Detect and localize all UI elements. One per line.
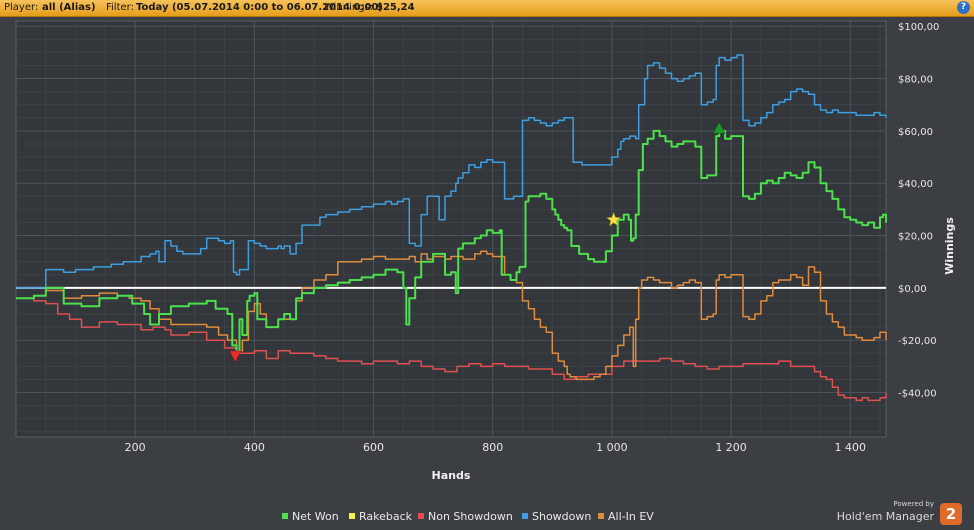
winnings-value: $25,24 bbox=[376, 2, 415, 13]
chart-legend: Net Won Rakeback Non Showdown Showdown All-I… bbox=[0, 510, 974, 524]
min-marker bbox=[228, 350, 242, 363]
legend-label: All-In EV bbox=[608, 510, 654, 523]
winnings-chart: 200 400 600 800 1 000 1 200 1 400 $100,00 $80,00… bbox=[15, 20, 956, 482]
legend-item[interactable]: Rakeback bbox=[349, 510, 412, 523]
filter-bar: Player: all (Alias) Filter: Today (05.07… bbox=[0, 0, 974, 17]
legend-swatch bbox=[349, 513, 355, 519]
hem2-logo-icon: 2 bbox=[940, 503, 962, 525]
x-tick-label: 600 bbox=[363, 441, 384, 454]
legend-item[interactable]: Non Showdown bbox=[418, 510, 513, 523]
y-tick-label: $0,00 bbox=[898, 284, 927, 295]
x-tick-label: 1 000 bbox=[596, 441, 628, 454]
series-line-all-in-ev bbox=[16, 250, 887, 381]
legend-swatch bbox=[522, 513, 528, 519]
y-tick-label: $20,00 bbox=[898, 232, 933, 243]
player-value: all (Alias) bbox=[42, 2, 96, 13]
y-tick-label: $100,00 bbox=[898, 22, 939, 33]
powered-by-text: Powered by bbox=[893, 500, 934, 508]
legend-label: Showdown bbox=[532, 510, 592, 523]
legend-label: Rakeback bbox=[359, 510, 413, 523]
x-axis-title: Hands bbox=[432, 469, 471, 482]
x-tick-label: 200 bbox=[125, 441, 146, 454]
series-line-net-won bbox=[16, 129, 887, 355]
y-tick-label: -$40,00 bbox=[898, 389, 937, 400]
x-tick-label: 1 200 bbox=[715, 441, 747, 454]
max-marker bbox=[712, 121, 726, 134]
legend-item[interactable]: Showdown bbox=[522, 510, 591, 523]
x-tick-label: 800 bbox=[482, 441, 503, 454]
winnings-label: Winnings: bbox=[324, 2, 374, 13]
star-marker bbox=[606, 211, 622, 227]
filter-value: Today (05.07.2014 0:00 to 06.07.2014 0:0… bbox=[136, 2, 383, 13]
legend-swatch bbox=[282, 513, 288, 519]
brand-name: Hold'em Manager bbox=[836, 510, 934, 523]
y-axis-title: Winnings bbox=[943, 217, 956, 275]
x-tick-label: 400 bbox=[244, 441, 265, 454]
series-line-non-showdown bbox=[16, 297, 887, 402]
legend-label: Non Showdown bbox=[428, 510, 513, 523]
y-tick-label: $80,00 bbox=[898, 75, 933, 86]
series-line-showdown bbox=[16, 54, 887, 289]
legend-swatch bbox=[598, 513, 604, 519]
x-tick-label: 1 400 bbox=[834, 441, 866, 454]
y-tick-label: $40,00 bbox=[898, 179, 933, 190]
filter-label: Filter: bbox=[106, 2, 134, 13]
player-label: Player: bbox=[4, 2, 39, 13]
legend-swatch bbox=[418, 513, 424, 519]
legend-item[interactable]: All-In EV bbox=[598, 510, 654, 523]
help-icon[interactable]: ? bbox=[957, 1, 970, 14]
plot-area bbox=[15, 20, 887, 438]
legend-item[interactable]: Net Won bbox=[282, 510, 339, 523]
y-tick-label: -$20,00 bbox=[898, 336, 937, 347]
legend-label: Net Won bbox=[292, 510, 339, 523]
y-tick-label: $60,00 bbox=[898, 127, 933, 138]
